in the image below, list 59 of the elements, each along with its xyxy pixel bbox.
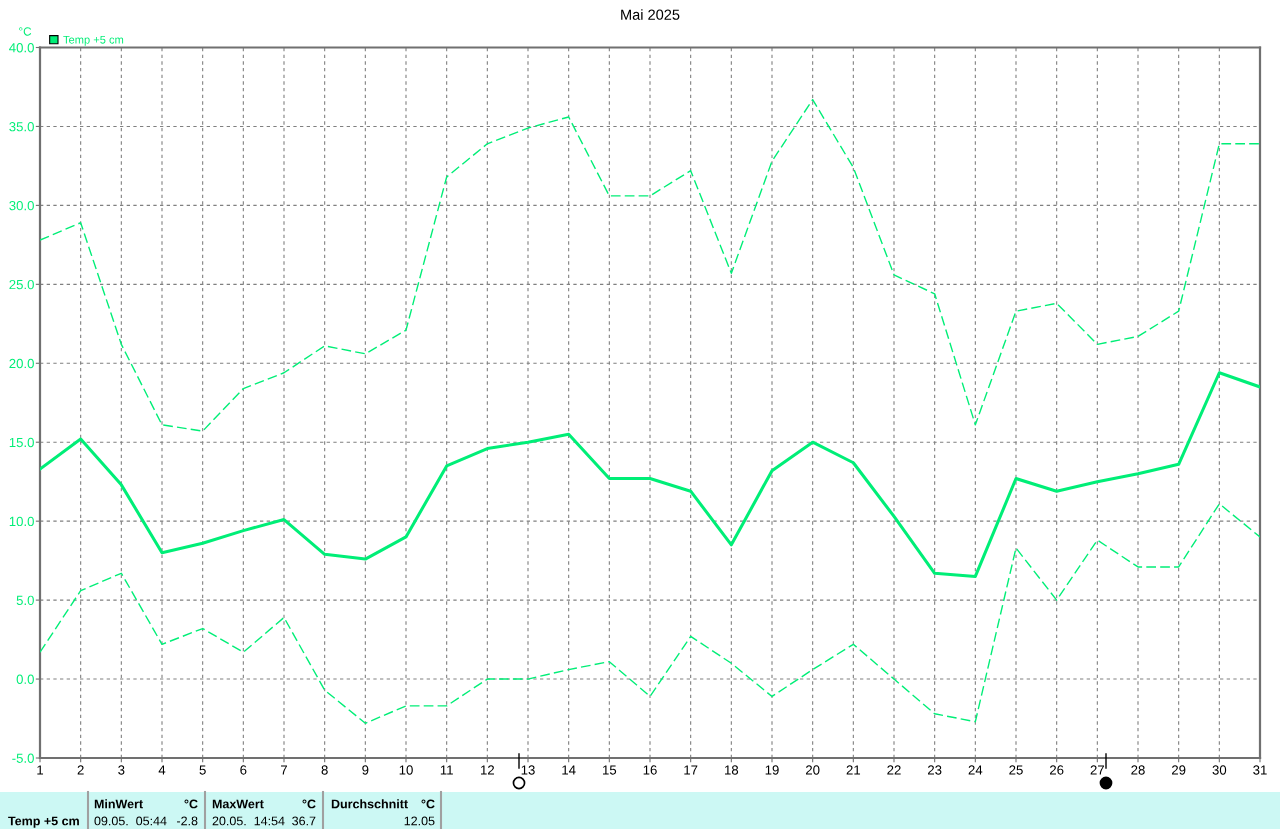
x-tick-label: 9 [362, 765, 369, 775]
text: MinWert [94, 799, 143, 809]
x-tick-label: 24 [968, 765, 983, 775]
y-tick-label: 0.0 [16, 674, 34, 684]
x-tick-label: 18 [725, 765, 739, 775]
y-tick-label: 25.0 [9, 279, 34, 290]
x-tick-label: 22 [887, 765, 901, 775]
y-tick-label: 10.0 [9, 516, 34, 527]
y-tick-label: 30.0 [9, 200, 34, 211]
x-tick-label: 28 [1131, 765, 1145, 775]
x-tick-label: 27 [1090, 765, 1105, 775]
x-tick-label: 1 [37, 765, 44, 775]
text: 20.05. 14:54 [212, 816, 285, 826]
x-tick-label: 17 [684, 765, 698, 775]
text: °C [421, 799, 435, 809]
x-tick-label: 8 [321, 765, 328, 775]
x-tick-label: 26 [1049, 765, 1064, 775]
x-tick-label: 19 [765, 765, 779, 775]
text: Durchschnitt [331, 799, 408, 809]
y-tick-label: 15.0 [9, 437, 34, 448]
y-tick-label: 35.0 [9, 122, 34, 132]
x-tick-label: 10 [399, 765, 413, 775]
line-series [40, 371, 1260, 578]
text: 36.7 [292, 816, 316, 826]
text: °C [302, 799, 316, 809]
line-series [40, 503, 1260, 724]
x-tick-label: 30 [1212, 765, 1227, 775]
y-tick-label: 40.0 [9, 43, 34, 53]
legend-label: Temp +5 cm [63, 35, 124, 46]
text: MaxWert [212, 799, 264, 809]
text: 12.05 [404, 816, 435, 826]
x-tick-label: 5 [199, 765, 206, 775]
line-series [40, 98, 1260, 432]
x-tick-label: 13 [521, 765, 535, 775]
x-tick-label: 4 [158, 765, 166, 775]
x-tick-label: 12 [481, 765, 495, 775]
y-axis-title: °C [19, 27, 32, 36]
x-tick-label: 11 [440, 765, 453, 775]
x-tick-label: 6 [240, 765, 247, 775]
y-tick-label: 20.0 [9, 358, 34, 369]
text: Temp +5 cm [8, 816, 79, 828]
x-tick-label: 16 [643, 765, 657, 775]
x-tick-label: 21 [846, 765, 861, 775]
text: -2.8 [177, 816, 198, 826]
text: 09.05. 05:44 [94, 816, 167, 826]
x-tick-label: 2 [77, 765, 84, 775]
x-tick-label: 7 [281, 765, 288, 775]
x-tick-label: 20 [805, 765, 820, 775]
x-tick-label: 15 [603, 765, 617, 775]
y-tick-label: -5.0 [12, 753, 34, 763]
text: °C [184, 799, 198, 809]
x-tick-label: 14 [562, 765, 576, 775]
x-tick-label: 31 [1253, 765, 1267, 775]
x-tick-label: 23 [927, 765, 942, 775]
x-tick-label: 25 [1009, 765, 1023, 775]
x-tick-label: 29 [1171, 765, 1186, 775]
y-tick-label: 5.0 [16, 595, 34, 606]
x-tick-label: 3 [118, 765, 125, 775]
chart-title: Mai 2025 [621, 9, 680, 20]
